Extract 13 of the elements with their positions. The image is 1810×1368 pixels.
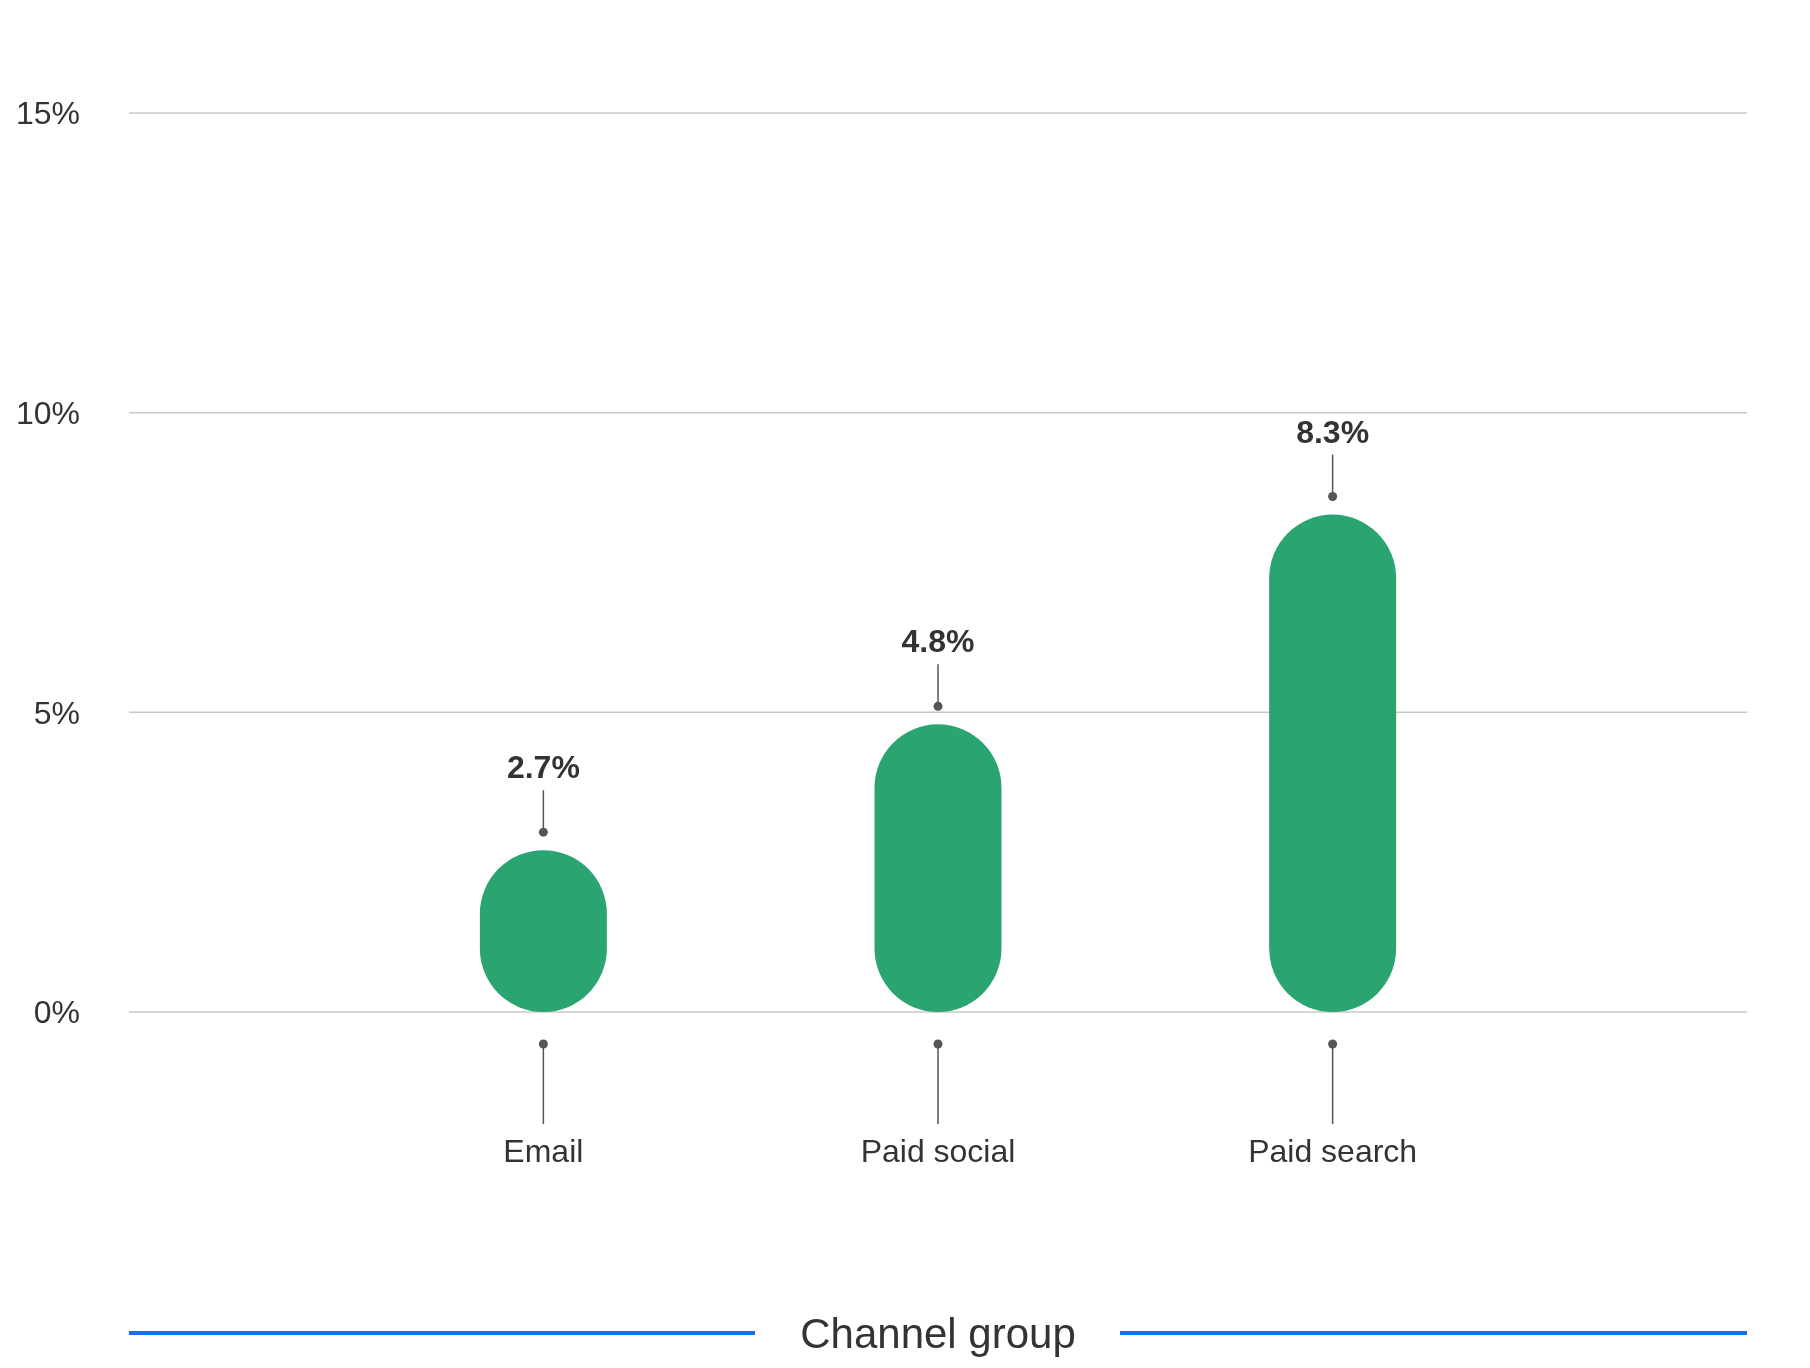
x-tick-label: Paid social [860,1133,1016,1169]
x-axis-title: Channel group [800,1309,1076,1357]
data-label: 4.8% [901,623,975,660]
y-tick-label: 0% [33,994,80,1031]
data-label: 8.3% [1296,413,1370,450]
data-label: 2.7% [506,749,580,786]
x-tick-label: Email [503,1133,584,1169]
y-tick-label: 10% [15,394,80,431]
bar [874,724,1002,1012]
y-tick-label: 15% [15,95,80,132]
x-tick-label: Paid search [1248,1133,1418,1169]
y-tick-label: 5% [33,694,80,731]
bar [1269,514,1397,1012]
